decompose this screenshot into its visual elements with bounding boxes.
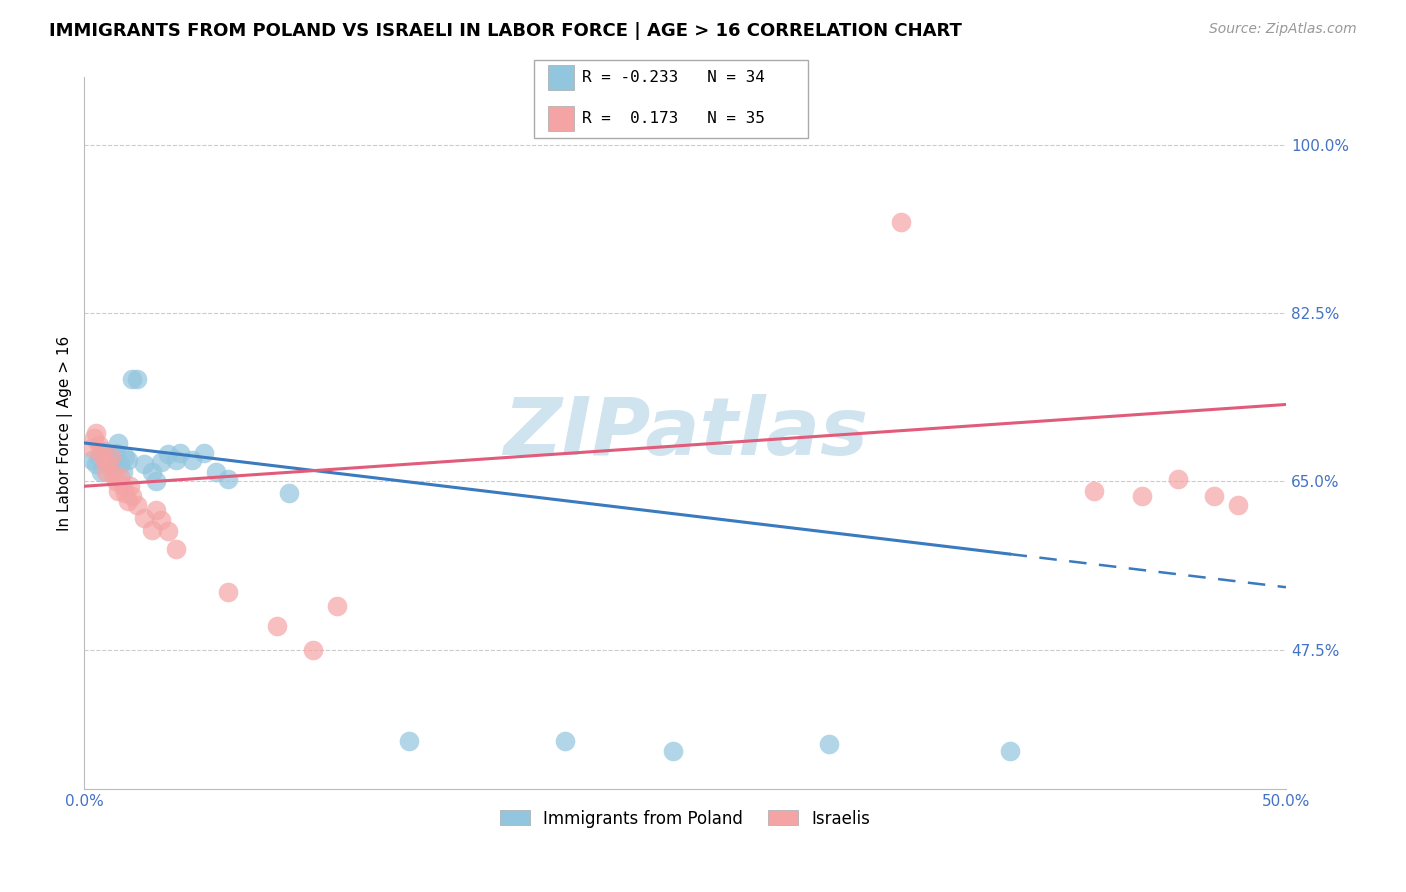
Point [218, 473, 240, 487]
Point [141, 465, 163, 479]
Point [277, 486, 299, 500]
Text: ZIPatlas: ZIPatlas [502, 394, 868, 473]
Point [165, 453, 187, 467]
Point [554, 734, 576, 748]
Point [134, 457, 156, 471]
Point [134, 511, 156, 525]
Point [117, 493, 139, 508]
Point [169, 445, 191, 459]
Point [1130, 489, 1153, 503]
Point [84, 457, 107, 471]
Point [80, 441, 103, 455]
Point [93, 443, 115, 458]
Point [325, 599, 347, 614]
Point [111, 465, 134, 479]
Point [157, 524, 180, 539]
Point [87, 438, 110, 452]
Point [110, 457, 132, 471]
Point [127, 372, 149, 386]
Point [157, 448, 180, 462]
Point [998, 744, 1021, 758]
Point [101, 467, 124, 481]
Point [117, 453, 139, 467]
Point [90, 465, 112, 479]
Point [398, 734, 420, 748]
Point [1202, 489, 1225, 503]
Point [118, 479, 141, 493]
Point [107, 436, 129, 450]
Point [150, 513, 173, 527]
Text: IMMIGRANTS FROM POLAND VS ISRAELI IN LABOR FORCE | AGE > 16 CORRELATION CHART: IMMIGRANTS FROM POLAND VS ISRAELI IN LAB… [49, 22, 962, 40]
Point [150, 455, 173, 469]
Point [110, 469, 132, 483]
Point [165, 541, 187, 556]
Y-axis label: In Labor Force | Age > 16: In Labor Force | Age > 16 [58, 335, 73, 531]
Legend: Immigrants from Poland, Israelis: Immigrants from Poland, Israelis [494, 803, 877, 834]
Point [141, 523, 163, 537]
Point [218, 585, 240, 599]
Point [83, 431, 105, 445]
Point [94, 465, 117, 479]
Point [145, 503, 167, 517]
Point [87, 450, 110, 465]
Text: Source: ZipAtlas.com: Source: ZipAtlas.com [1209, 22, 1357, 37]
Point [181, 453, 204, 467]
Point [100, 450, 122, 465]
Point [145, 475, 167, 489]
Point [93, 453, 115, 467]
Text: R = -0.233   N = 34: R = -0.233 N = 34 [582, 70, 765, 85]
Point [818, 737, 841, 751]
Point [1167, 471, 1189, 485]
Text: R =  0.173   N = 35: R = 0.173 N = 35 [582, 112, 765, 126]
Point [127, 499, 149, 513]
Point [111, 479, 134, 493]
Point [101, 455, 124, 469]
Point [662, 744, 685, 758]
Point [114, 486, 136, 500]
Point [104, 445, 127, 459]
Point [121, 372, 143, 386]
Point [1226, 499, 1249, 513]
Point [114, 450, 136, 465]
Point [266, 618, 288, 632]
Point [107, 483, 129, 498]
Point [100, 460, 122, 475]
Point [890, 215, 912, 229]
Point [94, 454, 117, 468]
Point [97, 449, 120, 463]
Point [90, 448, 112, 462]
Point [84, 426, 107, 441]
Point [1083, 483, 1105, 498]
Point [80, 453, 103, 467]
Point [104, 475, 127, 489]
Point [97, 457, 120, 471]
Point [205, 465, 228, 479]
Point [121, 489, 143, 503]
Point [193, 445, 215, 459]
Point [301, 642, 323, 657]
